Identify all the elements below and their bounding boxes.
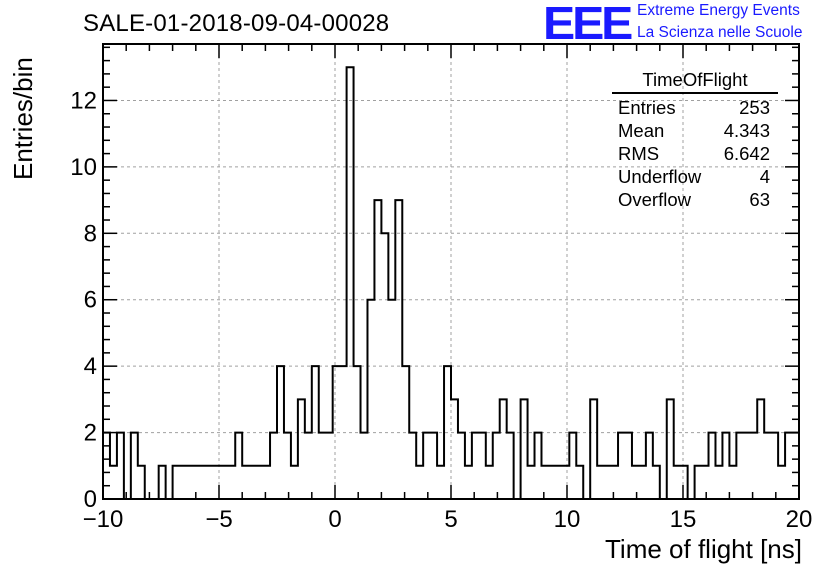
x-tick-labels: −10 −5 0 5 10 15 20 <box>83 506 813 533</box>
stats-box: TimeOfFlight Entries 253 Mean 4.343 RMS … <box>612 69 778 211</box>
stats-value: 253 <box>739 97 770 118</box>
x-axis-label: Time of flight [ns] <box>605 534 802 564</box>
stats-value: 63 <box>749 189 770 210</box>
stats-label: Overflow <box>618 189 691 210</box>
stats-label: Entries <box>618 97 676 118</box>
eee-logo: EEE <box>543 0 633 49</box>
histogram-series <box>102 66 800 500</box>
y-tick-label: 12 <box>70 87 97 114</box>
stats-value: 4.343 <box>723 120 770 141</box>
logo-subtitle-line1: Extreme Energy Events <box>637 2 800 19</box>
stats-row-underflow: Underflow 4 <box>612 165 778 188</box>
x-tick-label: 5 <box>444 506 457 533</box>
axis-ticks <box>102 44 800 500</box>
x-tick-label: −10 <box>83 506 124 533</box>
stats-value: 4 <box>759 166 770 187</box>
x-tick-label: 10 <box>554 506 581 533</box>
stats-label: Underflow <box>618 166 702 187</box>
stats-row-overflow: Overflow 63 <box>612 188 778 211</box>
logo-subtitle-line2: La Scienza nelle Scuole <box>637 24 803 41</box>
stats-label: Mean <box>618 120 665 141</box>
grid <box>103 44 799 499</box>
plot-title: SALE-01-2018-09-04-00028 <box>83 10 390 37</box>
y-axis-label: Entries/bin <box>8 57 38 180</box>
stats-row-mean: Mean 4.343 <box>612 119 778 142</box>
x-tick-label: 20 <box>786 506 813 533</box>
stats-title: TimeOfFlight <box>612 69 778 94</box>
x-tick-label: 15 <box>670 506 697 533</box>
stats-row-rms: RMS 6.642 <box>612 142 778 165</box>
stats-value: 6.642 <box>723 143 770 164</box>
y-tick-labels: 0 2 4 6 8 10 12 <box>70 87 97 513</box>
x-tick-label: −5 <box>205 506 232 533</box>
x-tick-label: 0 <box>328 506 341 533</box>
y-tick-label: 4 <box>84 353 97 380</box>
stats-row-entries: Entries 253 <box>612 96 778 119</box>
stats-label: RMS <box>618 143 660 164</box>
y-tick-label: 8 <box>84 220 97 247</box>
y-tick-label: 6 <box>84 287 97 314</box>
y-tick-label: 0 <box>84 486 97 513</box>
y-tick-label: 2 <box>84 420 97 447</box>
y-tick-label: 10 <box>70 154 97 181</box>
